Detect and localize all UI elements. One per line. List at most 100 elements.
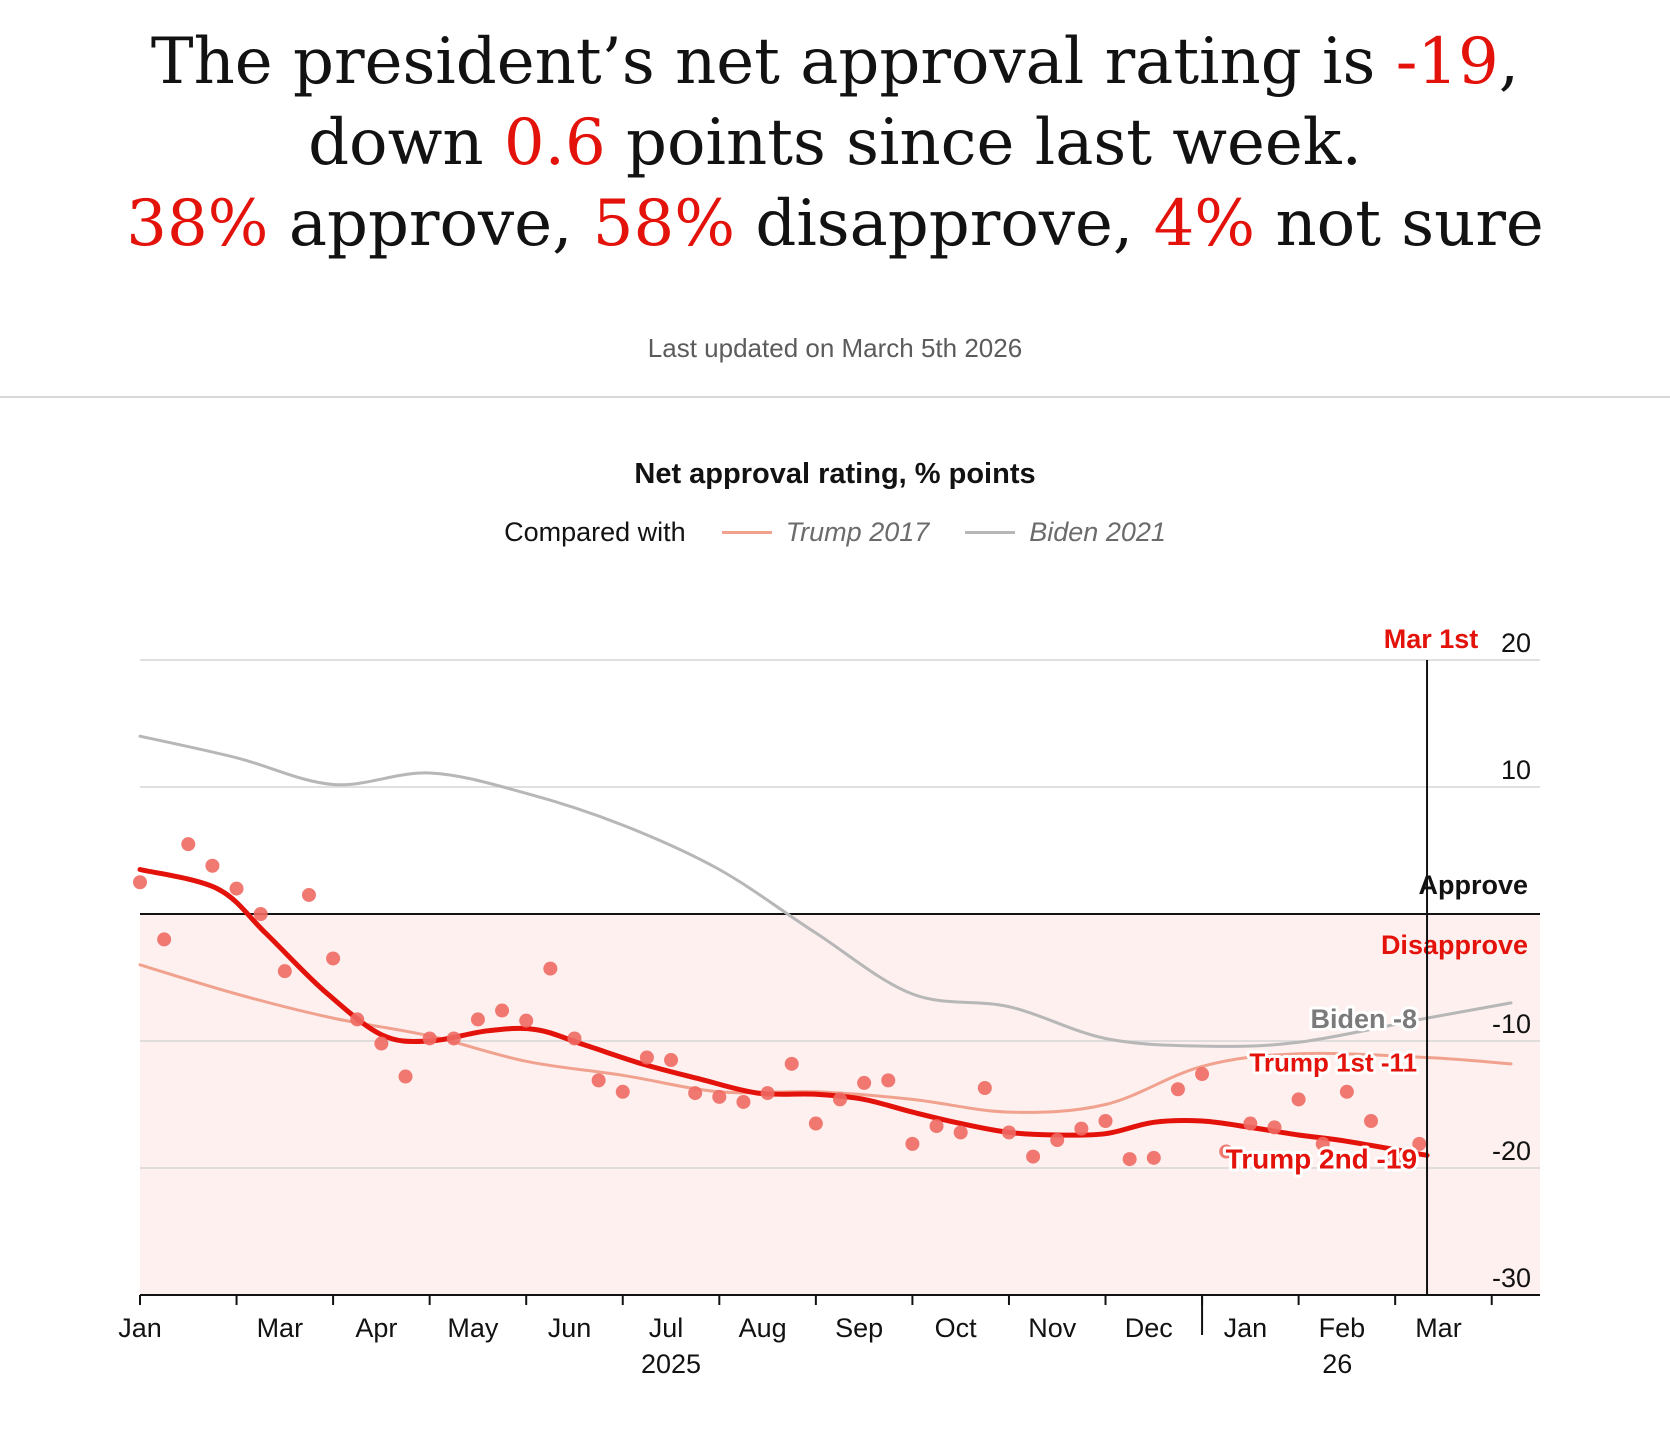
- poll-dot: [543, 961, 558, 976]
- poll-dot: [1074, 1121, 1089, 1136]
- poll-dot: [398, 1069, 413, 1084]
- end-label-trump-2017-halo: Trump 1st -11: [1249, 1048, 1417, 1078]
- poll-dot: [929, 1119, 944, 1134]
- legend-item-trump-2017: Trump 2017: [721, 516, 930, 548]
- poll-dot: [326, 951, 341, 966]
- poll-dot: [1315, 1136, 1330, 1151]
- poll-dot: [519, 1013, 534, 1028]
- x-tick-label: Nov: [1028, 1313, 1077, 1343]
- x-tick-label: Oct: [935, 1313, 978, 1343]
- poll-dot: [1026, 1149, 1041, 1164]
- poll-dot: [1050, 1133, 1065, 1148]
- x-tick-label: Aug: [739, 1313, 787, 1343]
- headline-text: The president’s net approval rating is: [150, 25, 1396, 99]
- x-tick-label: Jan: [118, 1313, 162, 1343]
- poll-dot: [1291, 1092, 1306, 1107]
- y-tick-label: 20: [1501, 628, 1531, 658]
- end-label-biden-halo: Biden -8: [1311, 1004, 1418, 1034]
- poll-dot: [905, 1136, 920, 1151]
- marker-label: Mar 1st: [1384, 624, 1479, 654]
- x-tick-label: Jan: [1224, 1313, 1268, 1343]
- headline-text: points since last week.: [605, 106, 1362, 180]
- poll-dot: [301, 887, 316, 902]
- poll-dot: [591, 1073, 606, 1088]
- poll-dot: [977, 1080, 992, 1095]
- y-tick-label: -20: [1492, 1136, 1531, 1166]
- poll-dot: [1146, 1150, 1161, 1165]
- x-tick-label: May: [447, 1313, 499, 1343]
- end-label-trump-2017: Trump 1st -11: [1249, 1048, 1417, 1078]
- poll-dot: [808, 1116, 823, 1131]
- poll-dot: [1267, 1120, 1282, 1135]
- legend-swatch-biden-2021: [965, 530, 1016, 534]
- poll-dot: [1195, 1067, 1210, 1082]
- x-year-label: 2025: [641, 1349, 701, 1379]
- disapprove-label: disapprove,: [735, 187, 1154, 261]
- poll-dot: [1412, 1136, 1427, 1151]
- legend-compared-with: Compared with: [504, 516, 686, 547]
- poll-dot: [133, 875, 147, 890]
- series-line-trump-2025: [137, 867, 1430, 1158]
- poll-dot: [712, 1089, 727, 1104]
- end-label-trump-2025: Trump 2nd -19: [1226, 1143, 1417, 1174]
- approve-value: 38%: [126, 187, 269, 261]
- poll-dot: [688, 1086, 703, 1101]
- poll-dot: [277, 964, 292, 979]
- poll-dot: [833, 1092, 847, 1107]
- poll-dot: [1098, 1114, 1113, 1129]
- net-approval-value: -19: [1395, 25, 1499, 99]
- poll-dot: [422, 1031, 437, 1046]
- poll-dot: [253, 907, 268, 921]
- disapprove-value: 58%: [592, 187, 735, 261]
- not-sure-label: not sure: [1255, 187, 1544, 261]
- legend-swatch-trump-2017: [721, 530, 772, 534]
- x-tick-label: Apr: [355, 1313, 397, 1343]
- y-tick-label: 10: [1501, 755, 1531, 785]
- poll-dot: [374, 1036, 389, 1051]
- x-tick-label: Dec: [1125, 1313, 1173, 1343]
- approve-label: Approve: [1418, 870, 1528, 900]
- end-label-biden: Biden -8: [1311, 1004, 1418, 1034]
- x-tick-label: Mar: [257, 1313, 304, 1343]
- headline-line-1: The president’s net approval rating is -…: [0, 22, 1670, 103]
- legend-label-biden-2021: Biden 2021: [1029, 516, 1166, 547]
- weekly-change-value: 0.6: [503, 106, 606, 180]
- headline-line-3: 38% approve, 58% disapprove, 4% not sure: [0, 184, 1670, 265]
- section-divider: [0, 396, 1670, 398]
- poll-dot: [495, 1003, 510, 1018]
- poll-dot: [205, 858, 220, 873]
- y-tick-label: -30: [1492, 1263, 1531, 1293]
- x-tick-label: Jul: [649, 1313, 684, 1343]
- poll-dot: [1243, 1116, 1258, 1131]
- legend-item-biden-2021: Biden 2021: [965, 517, 1166, 548]
- poll-dot: [953, 1125, 968, 1140]
- poll-dot: [1122, 1152, 1137, 1167]
- poll-dot: [881, 1073, 896, 1088]
- poll-dot: [664, 1053, 679, 1068]
- legend-label-trump-2017: Trump 2017: [785, 516, 930, 547]
- disapprove-label: Disapprove: [1381, 930, 1528, 960]
- poll-dot: [1219, 1144, 1234, 1159]
- x-tick-label: Jun: [548, 1313, 592, 1343]
- last-updated: Last updated on March 5th 2026: [647, 333, 1023, 363]
- poll-dot: [567, 1031, 582, 1046]
- poll-dot: [615, 1084, 630, 1099]
- not-sure-value: 4%: [1153, 187, 1256, 261]
- poll-dot: [736, 1094, 751, 1109]
- poll-dot: [470, 1012, 485, 1027]
- poll-dot: [1001, 1125, 1016, 1140]
- poll-dot: [784, 1056, 799, 1071]
- poll-dot: [1170, 1082, 1185, 1097]
- x-tick-label: Feb: [1319, 1313, 1366, 1343]
- poll-dot: [760, 1086, 775, 1101]
- y-tick-label: -10: [1492, 1009, 1531, 1039]
- poll-dot: [639, 1050, 654, 1065]
- series-line-biden-2021: [138, 734, 1513, 1048]
- x-year-label: 26: [1322, 1349, 1352, 1379]
- headline-text: ,: [1498, 25, 1520, 99]
- poll-dot: [857, 1075, 872, 1090]
- poll-dot: [1364, 1114, 1379, 1129]
- poll-dot: [1388, 1150, 1403, 1165]
- poll-dot: [446, 1031, 461, 1046]
